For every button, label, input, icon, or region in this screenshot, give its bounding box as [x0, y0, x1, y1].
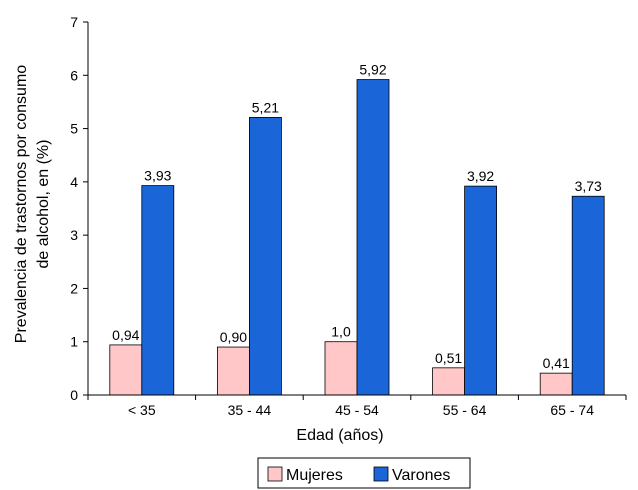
x-tick-label: 55 - 64 [443, 402, 487, 418]
x-tick-label: 65 - 74 [550, 402, 594, 418]
bar-varones [464, 185, 498, 396]
legend-label-varones: Varones [392, 467, 450, 484]
x-axis-title: Edad (años) [296, 427, 383, 444]
bar-mujeres [216, 346, 250, 396]
data-label-mujeres: 0,41 [543, 355, 570, 371]
data-label-varones: 3,73 [575, 178, 602, 194]
bar-mujeres [324, 341, 358, 396]
y-tick-label: 2 [70, 280, 78, 296]
y-tick-label: 7 [70, 14, 78, 30]
data-label-mujeres: 0,51 [435, 350, 462, 366]
y-axis-title: Prevalencia de trastornos por consumo de… [13, 65, 52, 343]
data-label-mujeres: 0,90 [220, 329, 247, 345]
legend-label-mujeres: Mujeres [286, 467, 343, 484]
y-axis-title-line-2: de alcohol, en (%) [35, 140, 52, 269]
y-tick-label: 6 [70, 67, 78, 83]
data-label-varones: 5,92 [359, 62, 386, 78]
x-tick-label: 35 - 44 [228, 402, 272, 418]
data-label-mujeres: 1,0 [331, 324, 351, 340]
y-tick-label: 5 [70, 121, 78, 137]
legend-frame [257, 457, 471, 489]
data-label-varones: 3,92 [467, 168, 494, 184]
data-label-varones: 5,21 [252, 99, 279, 115]
legend-swatch-varones [373, 466, 389, 482]
bar-varones [356, 79, 390, 396]
y-axis-ticks: 0 1 2 3 4 5 6 7 [70, 14, 88, 403]
y-tick-label: 3 [70, 227, 78, 243]
data-labels: 0,94 0,90 1,0 0,51 0,41 3,93 5,21 5,92 3,92 3,73 [112, 62, 602, 372]
bars [109, 79, 605, 396]
y-tick-label: 0 [70, 387, 78, 403]
data-label-varones: 3,93 [144, 168, 171, 184]
y-tick-label: 4 [70, 174, 78, 190]
bar-varones [248, 116, 282, 396]
y-tick-label: 1 [70, 334, 78, 350]
legend: Mujeres Varones [257, 457, 471, 489]
bar-varones [571, 195, 605, 396]
y-axis-title-line-1: Prevalencia de trastornos por consumo [13, 65, 30, 343]
bar-mujeres [109, 344, 143, 396]
data-label-mujeres: 0,94 [112, 327, 139, 343]
bar-varones [141, 185, 175, 396]
legend-swatch-mujeres [267, 466, 283, 482]
x-tick-label: 45 - 54 [335, 402, 379, 418]
x-axis-ticks: < 35 35 - 44 45 - 54 55 - 64 65 - 74 [87, 395, 627, 418]
axes [87, 22, 626, 396]
x-tick-label: < 35 [128, 402, 156, 418]
bar-mujeres [432, 367, 466, 396]
bar-mujeres [539, 372, 573, 396]
